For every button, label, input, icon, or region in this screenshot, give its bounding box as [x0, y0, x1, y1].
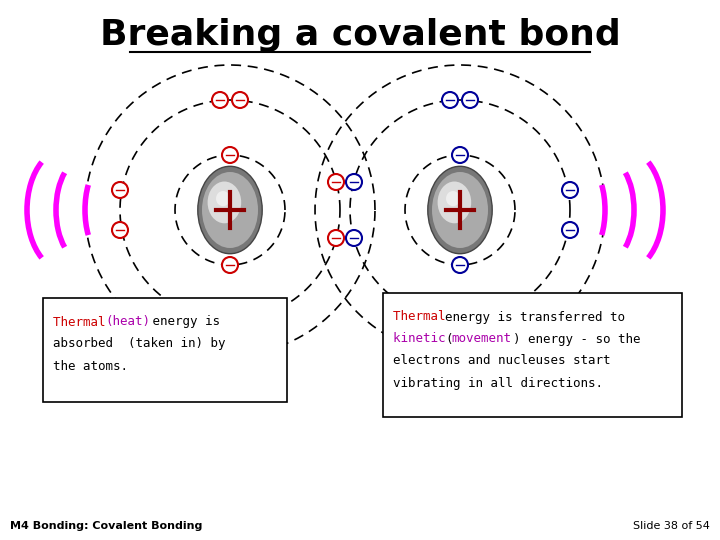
- Text: the atoms.: the atoms.: [53, 360, 128, 373]
- Circle shape: [462, 92, 478, 108]
- Circle shape: [442, 92, 458, 108]
- Circle shape: [452, 147, 468, 163]
- Text: (heat): (heat): [105, 315, 150, 328]
- Ellipse shape: [202, 172, 258, 248]
- Text: (: (: [445, 333, 452, 346]
- Ellipse shape: [432, 172, 488, 248]
- Circle shape: [232, 92, 248, 108]
- FancyBboxPatch shape: [43, 298, 287, 402]
- Text: vibrating in all directions.: vibrating in all directions.: [393, 376, 603, 389]
- Circle shape: [212, 312, 228, 328]
- Text: M4 Bonding: Covalent Bonding: M4 Bonding: Covalent Bonding: [10, 521, 202, 531]
- Ellipse shape: [438, 181, 471, 224]
- Circle shape: [346, 230, 362, 246]
- Text: kinetic: kinetic: [393, 333, 453, 346]
- Ellipse shape: [446, 191, 460, 206]
- Text: energy is: energy is: [145, 315, 220, 328]
- Circle shape: [462, 312, 478, 328]
- Text: Thermal: Thermal: [393, 310, 453, 323]
- Ellipse shape: [207, 181, 241, 224]
- Circle shape: [346, 174, 362, 190]
- Circle shape: [328, 230, 344, 246]
- Text: ) energy - so the: ) energy - so the: [513, 333, 641, 346]
- Text: absorbed  (taken in) by: absorbed (taken in) by: [53, 338, 225, 350]
- Circle shape: [562, 222, 578, 238]
- FancyBboxPatch shape: [383, 293, 682, 417]
- Ellipse shape: [198, 166, 262, 254]
- Text: Thermal: Thermal: [53, 315, 113, 328]
- Circle shape: [212, 92, 228, 108]
- Ellipse shape: [428, 166, 492, 254]
- Text: electrons and nucleuses start: electrons and nucleuses start: [393, 354, 611, 368]
- Circle shape: [562, 182, 578, 198]
- Text: Slide 38 of 54: Slide 38 of 54: [633, 521, 710, 531]
- Circle shape: [222, 147, 238, 163]
- Text: energy is transferred to: energy is transferred to: [445, 310, 625, 323]
- Circle shape: [222, 257, 238, 273]
- Circle shape: [112, 222, 128, 238]
- Circle shape: [112, 182, 128, 198]
- Circle shape: [452, 257, 468, 273]
- Circle shape: [442, 312, 458, 328]
- Text: movement: movement: [451, 333, 511, 346]
- Text: Breaking a covalent bond: Breaking a covalent bond: [99, 18, 621, 52]
- Ellipse shape: [216, 191, 230, 206]
- Circle shape: [232, 312, 248, 328]
- Circle shape: [328, 174, 344, 190]
